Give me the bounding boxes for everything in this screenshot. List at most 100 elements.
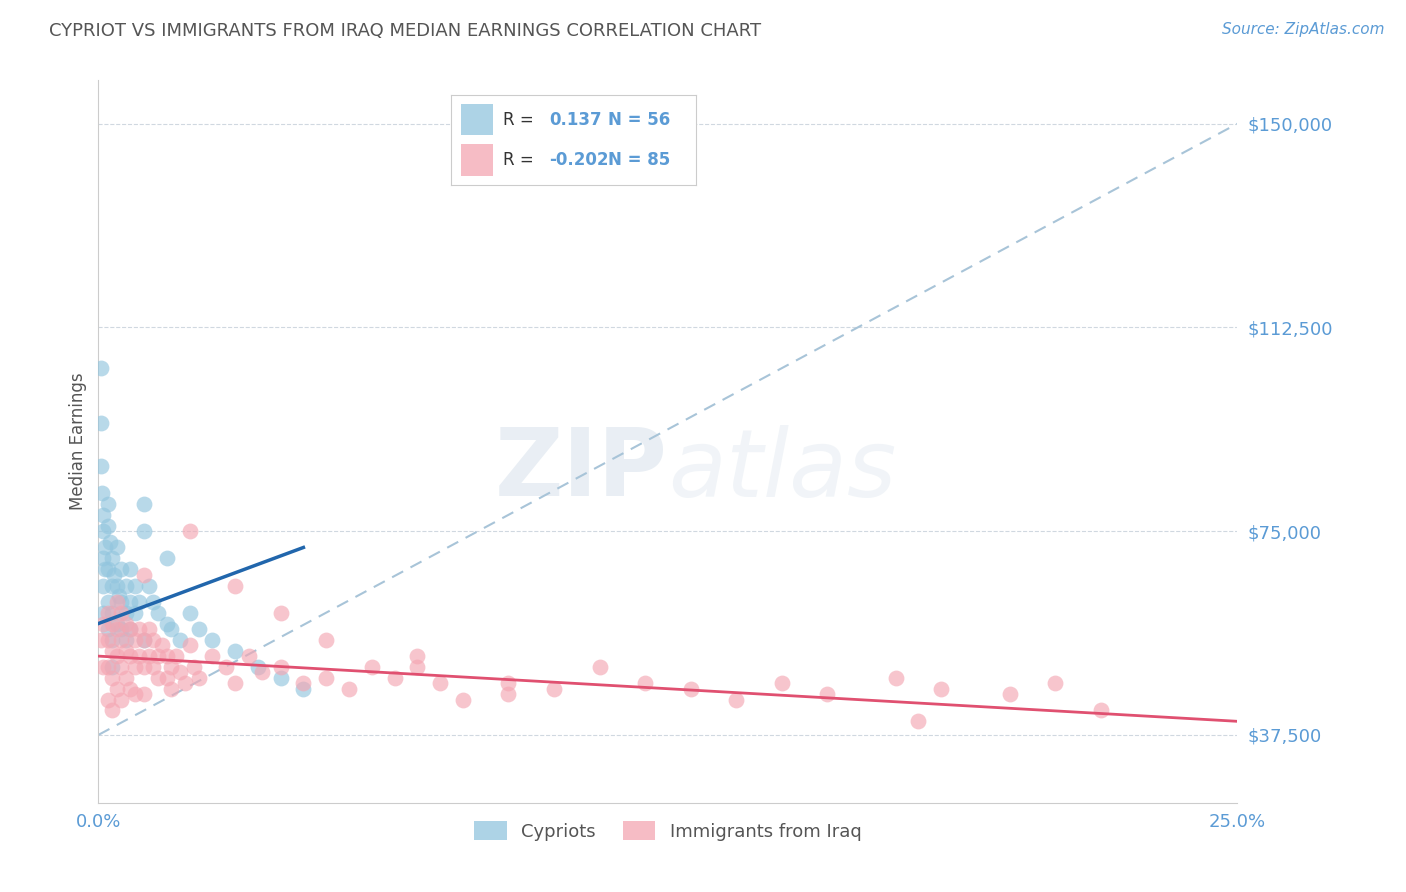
Point bbox=[384, 671, 406, 685]
Point bbox=[105, 681, 128, 696]
Point bbox=[128, 595, 150, 609]
Point bbox=[406, 649, 429, 664]
Point bbox=[224, 643, 246, 657]
Point bbox=[132, 524, 155, 538]
Point bbox=[91, 508, 114, 522]
Point bbox=[156, 671, 179, 685]
Point bbox=[132, 567, 155, 582]
Point bbox=[156, 616, 179, 631]
Point bbox=[120, 649, 142, 664]
Point bbox=[114, 578, 136, 592]
Point bbox=[108, 590, 131, 604]
Point bbox=[101, 632, 124, 647]
Point bbox=[110, 660, 132, 674]
Point bbox=[132, 632, 155, 647]
Point bbox=[91, 486, 114, 500]
Point bbox=[146, 606, 169, 620]
Point bbox=[114, 643, 136, 657]
Point bbox=[169, 665, 191, 680]
Point bbox=[96, 692, 118, 706]
Point bbox=[128, 622, 150, 636]
Point bbox=[337, 681, 360, 696]
Point bbox=[114, 606, 136, 620]
Point bbox=[114, 671, 136, 685]
Point bbox=[429, 676, 451, 690]
Point bbox=[252, 665, 274, 680]
Point bbox=[101, 616, 124, 631]
Point bbox=[96, 518, 118, 533]
Point bbox=[183, 660, 205, 674]
Point bbox=[156, 649, 179, 664]
Legend: Cypriots, Immigrants from Iraq: Cypriots, Immigrants from Iraq bbox=[467, 814, 869, 848]
Point bbox=[94, 541, 117, 555]
Point bbox=[1043, 676, 1066, 690]
Point bbox=[679, 681, 702, 696]
Point bbox=[114, 616, 136, 631]
Point bbox=[634, 676, 657, 690]
Point bbox=[120, 622, 142, 636]
Point bbox=[406, 660, 429, 674]
Point bbox=[165, 649, 187, 664]
Point bbox=[179, 606, 201, 620]
Point bbox=[96, 660, 118, 674]
Point bbox=[96, 622, 118, 636]
Point bbox=[588, 660, 610, 674]
Point bbox=[132, 632, 155, 647]
Point bbox=[270, 660, 292, 674]
Point bbox=[360, 660, 382, 674]
Point bbox=[138, 649, 160, 664]
Point bbox=[270, 606, 292, 620]
Point bbox=[142, 595, 165, 609]
Point bbox=[138, 622, 160, 636]
Point bbox=[101, 551, 124, 566]
Point bbox=[110, 622, 132, 636]
Point bbox=[91, 524, 114, 538]
Point bbox=[907, 714, 929, 729]
Point bbox=[315, 632, 337, 647]
Point bbox=[120, 562, 142, 576]
Text: CYPRIOT VS IMMIGRANTS FROM IRAQ MEDIAN EARNINGS CORRELATION CHART: CYPRIOT VS IMMIGRANTS FROM IRAQ MEDIAN E… bbox=[49, 22, 761, 40]
Point bbox=[150, 638, 173, 652]
Point bbox=[98, 535, 121, 549]
Point bbox=[90, 416, 112, 430]
Point bbox=[103, 567, 125, 582]
Point bbox=[160, 660, 183, 674]
Point bbox=[101, 578, 124, 592]
Point bbox=[498, 676, 520, 690]
Point bbox=[451, 692, 474, 706]
Point bbox=[105, 622, 128, 636]
Point bbox=[105, 595, 128, 609]
Point bbox=[224, 578, 246, 592]
Point bbox=[169, 632, 191, 647]
Text: atlas: atlas bbox=[668, 425, 896, 516]
Point bbox=[156, 551, 179, 566]
Point bbox=[96, 632, 118, 647]
Point bbox=[270, 671, 292, 685]
Point bbox=[128, 649, 150, 664]
Point bbox=[105, 541, 128, 555]
Point bbox=[91, 578, 114, 592]
Point bbox=[120, 681, 142, 696]
Point bbox=[91, 606, 114, 620]
Point bbox=[91, 551, 114, 566]
Point bbox=[101, 671, 124, 685]
Point bbox=[498, 687, 520, 701]
Text: ZIP: ZIP bbox=[495, 425, 668, 516]
Point bbox=[160, 622, 183, 636]
Point bbox=[201, 649, 224, 664]
Point bbox=[105, 616, 128, 631]
Point bbox=[94, 562, 117, 576]
Point bbox=[132, 497, 155, 511]
Point bbox=[179, 524, 201, 538]
Point bbox=[124, 660, 146, 674]
Point bbox=[224, 676, 246, 690]
Point bbox=[120, 622, 142, 636]
Point bbox=[91, 660, 114, 674]
Point bbox=[120, 595, 142, 609]
Point bbox=[110, 606, 132, 620]
Point bbox=[884, 671, 907, 685]
Point bbox=[142, 660, 165, 674]
Point bbox=[124, 687, 146, 701]
Point bbox=[138, 578, 160, 592]
Point bbox=[101, 703, 124, 717]
